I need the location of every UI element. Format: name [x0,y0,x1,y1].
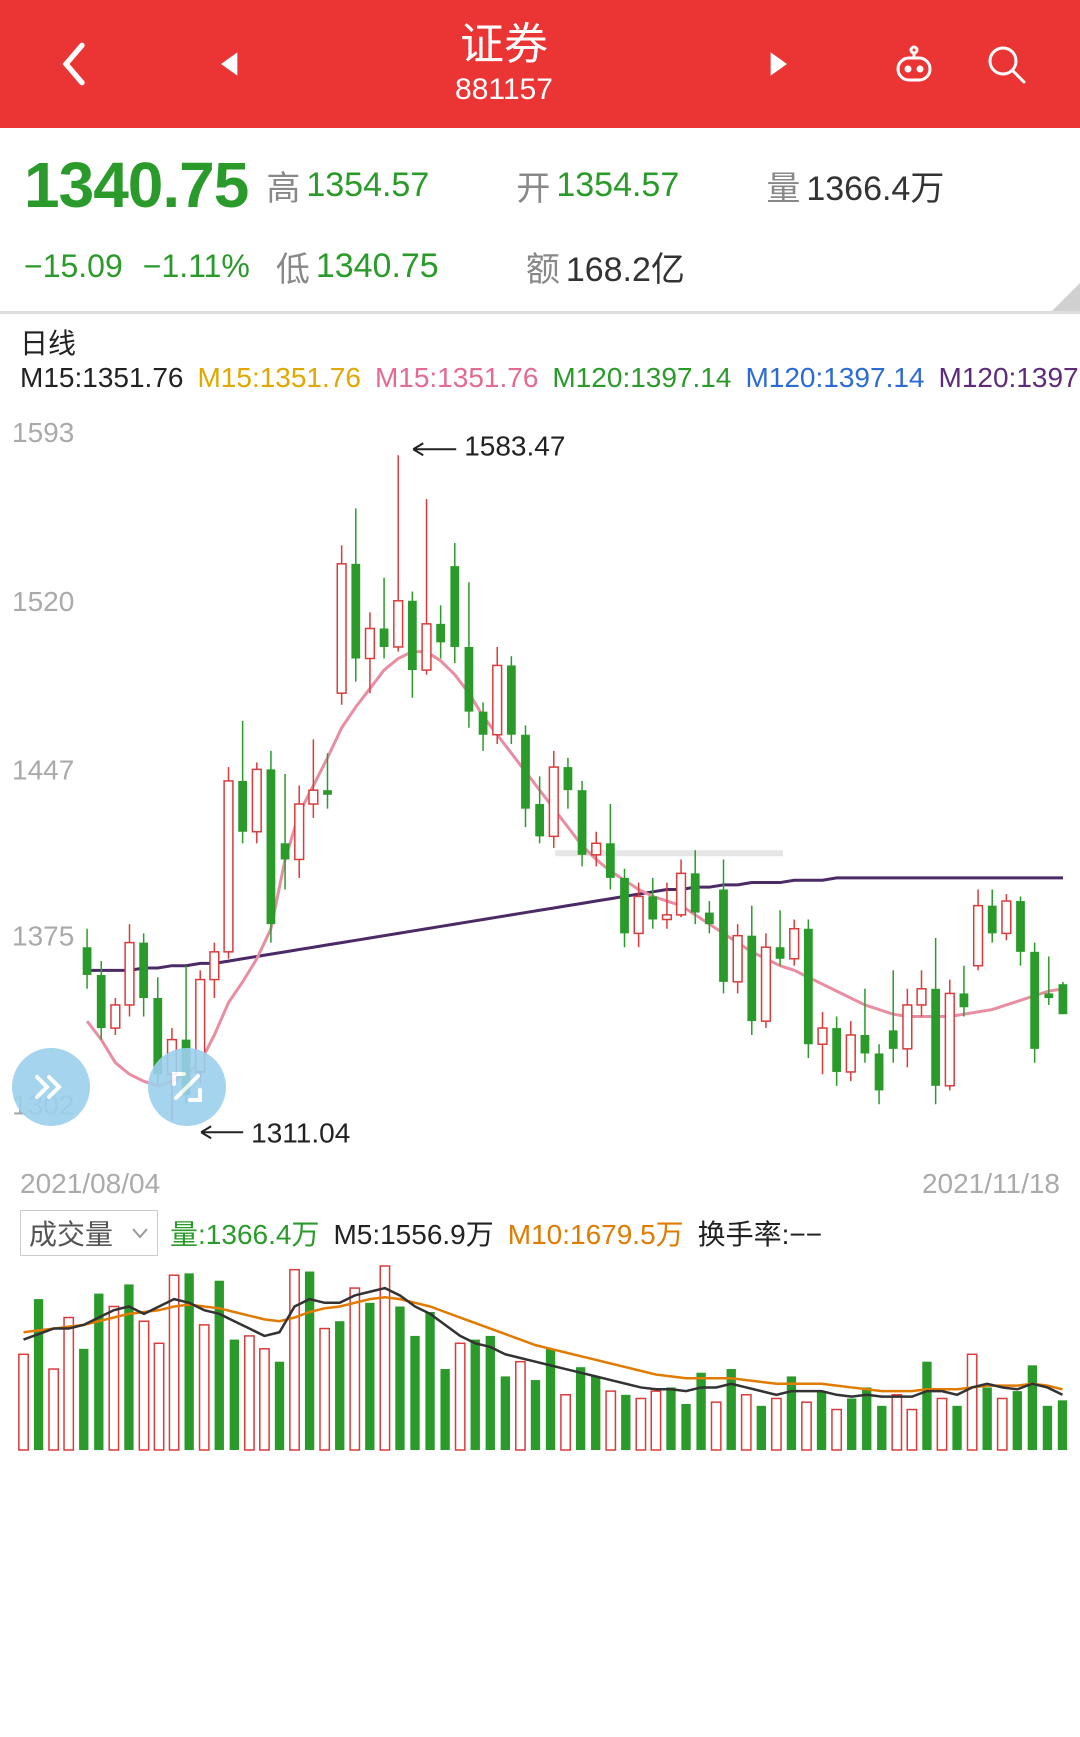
low-label: 低 [276,242,316,291]
vol-label: 量 [766,161,806,210]
svg-text:1447: 1447 [12,754,74,785]
robot-icon[interactable] [886,36,942,92]
chart-svg[interactable]: 159315201447137513021583.471311.04 [0,398,1080,1168]
open-label: 开 [516,161,556,210]
amt-value: 168.2亿 [566,242,746,291]
volume-legend-item: M5:1556.9万 [333,1219,493,1250]
chart-tool-fullscreen-button[interactable] [148,1048,226,1126]
header-title: 证券 [274,21,734,69]
high-label: 高 [266,161,306,210]
chart-tool-fastforward-button[interactable] [12,1048,90,1126]
volume-selector[interactable]: 成交量 [20,1210,158,1256]
delta-pct: −1.11% [143,248,250,285]
volume-legend-item: M10:1679.5万 [508,1219,684,1250]
indicator-item: M120:1397.14 [552,362,731,393]
indicator-item: M15:1351.76 [375,362,538,393]
header-code: 881157 [274,73,734,107]
volume-chart[interactable] [0,1262,1080,1452]
volume-legend-item: 量:1366.4万 [170,1219,319,1250]
date-start: 2021/08/04 [20,1168,160,1200]
high-value: 1354.57 [306,166,486,205]
timeframe-label: 日线 [20,328,76,359]
svg-text:1583.47: 1583.47 [464,430,565,461]
date-end: 2021/11/18 [922,1168,1060,1200]
low-value: 1340.75 [316,247,496,286]
next-icon[interactable] [752,36,808,92]
volume-selector-label: 成交量 [29,1213,113,1253]
indicator-legend: 日线 M15:1351.76 M15:1351.76 M15:1351.76 M120… [0,314,1080,398]
date-axis: 2021/08/04 2021/11/18 [0,1168,1080,1204]
back-icon[interactable] [46,36,102,92]
quote-panel[interactable]: 1340.75 高 1354.57 开 1354.57 量 1366.4万 −1… [0,128,1080,314]
amt-label: 额 [526,242,566,291]
svg-text:1311.04: 1311.04 [251,1117,350,1148]
svg-text:1375: 1375 [12,921,74,952]
indicator-item: M15:1351.76 [197,362,360,393]
open-value: 1354.57 [556,166,736,205]
candlestick-chart[interactable]: 159315201447137513021583.471311.04 [0,398,1080,1168]
app-header: 证券 881157 [0,0,1080,128]
indicator-item: M120:1397.14 [745,362,924,393]
svg-text:1593: 1593 [12,417,74,448]
vol-value: 1366.4万 [806,161,986,210]
indicator-item: M120:1397.14 [939,362,1080,393]
expand-corner-icon[interactable] [1052,283,1080,311]
search-icon[interactable] [978,36,1034,92]
volume-legend: 成交量 量:1366.4万 M5:1556.9万 M10:1679.5万换手率:−− [0,1204,1080,1262]
delta-abs: −15.09 [24,248,123,285]
indicator-item: M15:1351.76 [20,362,183,393]
svg-text:1520: 1520 [12,586,74,617]
prev-icon[interactable] [200,36,256,92]
last-price: 1340.75 [24,148,248,222]
volume-legend-item: 换手率:−− [698,1219,822,1250]
